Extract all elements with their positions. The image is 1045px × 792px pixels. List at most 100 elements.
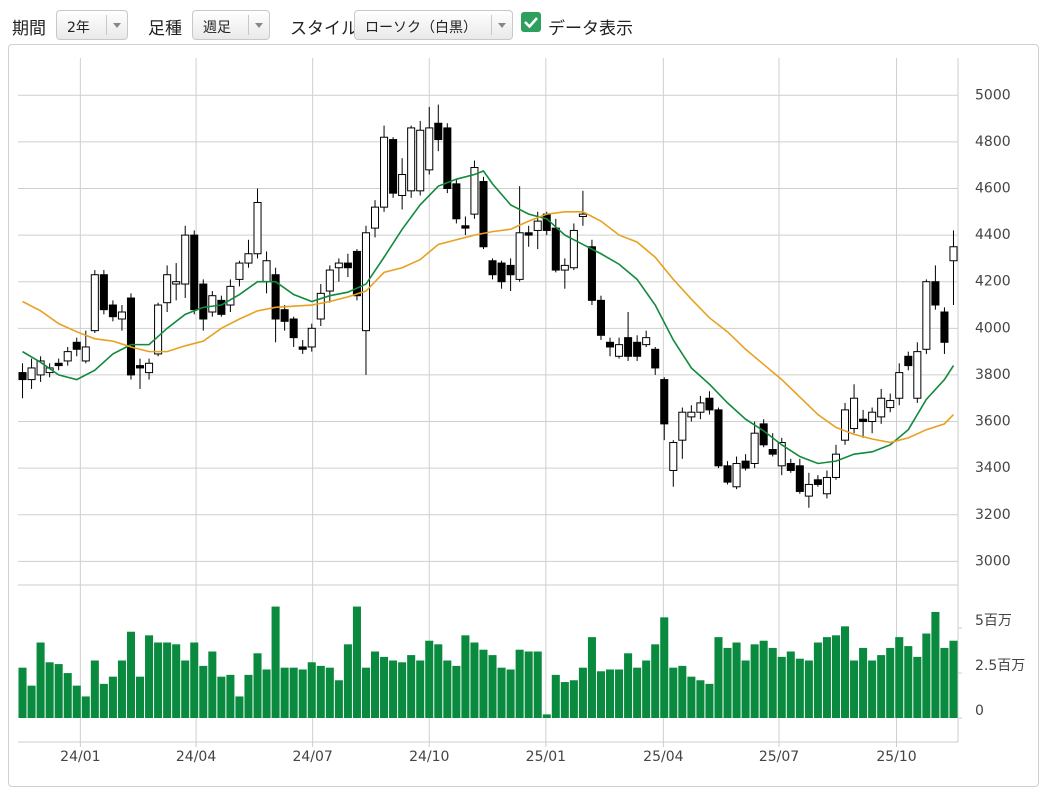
candle-body bbox=[488, 260, 497, 276]
candle-body bbox=[795, 465, 804, 492]
y-tick-label: 4400 bbox=[975, 227, 1011, 243]
volume-bar bbox=[949, 640, 958, 718]
candle-body bbox=[642, 337, 651, 346]
candle-body bbox=[461, 225, 470, 229]
candle-body bbox=[723, 465, 732, 483]
candle-body bbox=[732, 462, 741, 488]
candle-body bbox=[226, 285, 235, 306]
period-select[interactable]: 2年 bbox=[56, 10, 128, 40]
candle-body bbox=[497, 262, 506, 283]
candle-body bbox=[813, 479, 822, 485]
candle-body bbox=[913, 351, 922, 399]
candle-body bbox=[822, 476, 831, 495]
candle-body bbox=[172, 281, 181, 285]
candle-body bbox=[145, 362, 154, 374]
candle-body bbox=[199, 283, 208, 320]
candle-body bbox=[895, 372, 904, 399]
volume-bar bbox=[578, 667, 587, 718]
show-data-checkbox[interactable] bbox=[521, 12, 541, 32]
volume-bar bbox=[416, 660, 425, 718]
candle-body bbox=[524, 232, 533, 236]
volume-bar bbox=[913, 656, 922, 718]
volume-bar bbox=[226, 674, 235, 718]
style-value: ローソク（白黒） bbox=[365, 20, 477, 36]
candle-body bbox=[416, 129, 425, 192]
y-tick-label: 4200 bbox=[975, 274, 1011, 290]
volume-bar bbox=[777, 656, 786, 718]
volume-bar bbox=[280, 667, 289, 718]
x-tick-label: 24/04 bbox=[176, 749, 216, 765]
check-mark bbox=[524, 17, 538, 29]
dropdown-arrow bbox=[491, 15, 512, 35]
candle-body bbox=[334, 262, 343, 269]
volume-bar bbox=[343, 644, 352, 718]
candle-body bbox=[181, 234, 190, 285]
candle-body bbox=[208, 295, 217, 313]
show-data-label[interactable]: データ表示 bbox=[548, 19, 633, 39]
candle-body bbox=[624, 337, 633, 357]
volume-bar bbox=[859, 647, 868, 718]
volume-bar bbox=[642, 660, 651, 718]
candle-body bbox=[36, 360, 45, 376]
volume-bar bbox=[886, 647, 895, 718]
interval-select[interactable]: 週足 bbox=[192, 10, 270, 40]
candle-body bbox=[804, 483, 813, 497]
volume-bar bbox=[434, 644, 443, 718]
candle-body bbox=[117, 311, 126, 320]
volume-bar bbox=[145, 635, 154, 718]
volume-bar bbox=[262, 669, 271, 718]
volume-bar bbox=[45, 662, 54, 718]
y-tick-label: 2.5百万 bbox=[975, 658, 1025, 674]
candle-body bbox=[886, 400, 895, 409]
volume-bar bbox=[515, 649, 524, 718]
volume-bar bbox=[361, 667, 371, 718]
volume-bar bbox=[461, 635, 470, 718]
volume-bar bbox=[54, 664, 63, 718]
volume-bar bbox=[126, 631, 136, 718]
candle-body bbox=[596, 299, 606, 336]
volume-bar bbox=[678, 665, 687, 718]
candle-body bbox=[904, 355, 913, 367]
candle-body bbox=[280, 309, 289, 322]
candle-body bbox=[343, 262, 352, 269]
candle-body bbox=[18, 372, 27, 381]
candle-body bbox=[868, 411, 877, 423]
volume-bar bbox=[813, 642, 822, 718]
candle-body bbox=[370, 206, 380, 229]
volume-bar bbox=[425, 640, 434, 718]
volume-bar bbox=[831, 635, 841, 718]
volume-bar bbox=[289, 667, 298, 718]
volume-bar bbox=[135, 676, 145, 718]
style-select[interactable]: ローソク（白黒） bbox=[354, 10, 513, 40]
y-tick-label: 4800 bbox=[975, 134, 1011, 150]
candle-body bbox=[163, 274, 172, 304]
candle-body bbox=[99, 274, 108, 311]
volume-bar bbox=[940, 647, 949, 718]
candle-body bbox=[678, 411, 687, 441]
volume-bar bbox=[551, 674, 560, 718]
volume-bar bbox=[244, 674, 253, 718]
volume-bar bbox=[506, 669, 515, 718]
x-tick-label: 24/01 bbox=[60, 749, 100, 765]
volume-bar bbox=[316, 665, 325, 718]
volume-bar bbox=[660, 617, 669, 718]
candle-body bbox=[750, 432, 759, 464]
volume-bar bbox=[714, 637, 723, 718]
x-tick-label: 25/04 bbox=[643, 749, 683, 765]
volume-bar bbox=[723, 647, 732, 718]
candle-body bbox=[931, 281, 940, 306]
candle-body bbox=[669, 442, 678, 471]
candle-body bbox=[289, 318, 298, 339]
y-tick-label: 3800 bbox=[975, 367, 1011, 383]
candle-body bbox=[72, 341, 81, 350]
y-tick-label: 3000 bbox=[975, 553, 1011, 569]
volume-bar bbox=[569, 680, 578, 718]
candle-body bbox=[298, 346, 307, 350]
volume-bar bbox=[533, 651, 542, 718]
volume-bar bbox=[407, 655, 416, 718]
volume-bar bbox=[199, 665, 208, 718]
volume-bar bbox=[470, 642, 479, 718]
x-tick-label: 25/01 bbox=[526, 749, 566, 765]
candle-body bbox=[569, 229, 578, 269]
